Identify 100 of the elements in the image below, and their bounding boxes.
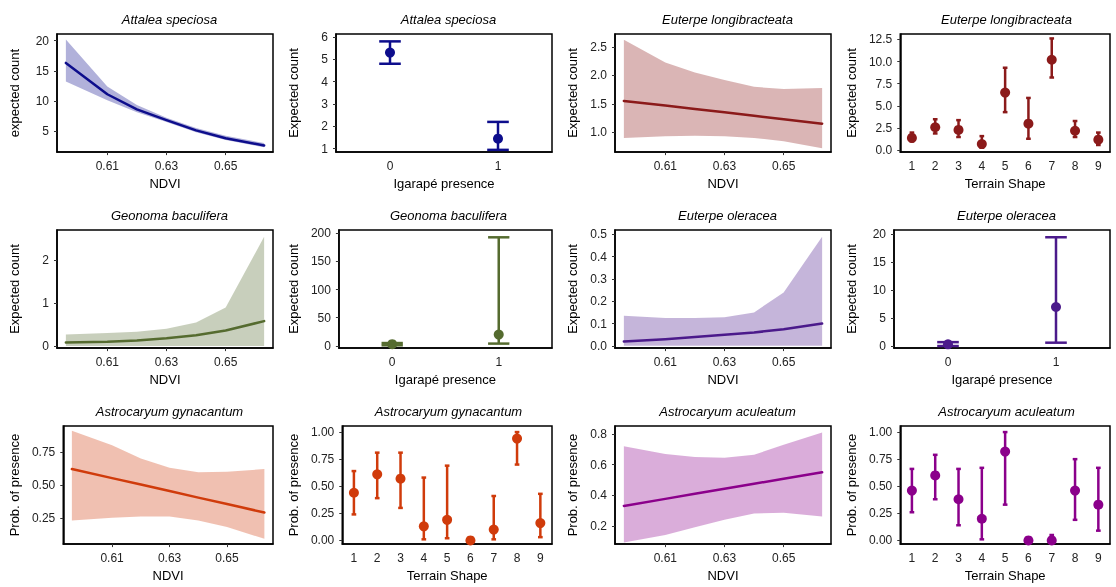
y-tick-label: 0.00 (868, 533, 893, 548)
x-tick-label: 2 (931, 551, 939, 566)
point (953, 124, 964, 135)
x-tick-label: 0.61 (100, 551, 125, 566)
y-tick-label: 0.4 (590, 488, 608, 503)
point (488, 524, 499, 535)
y-tick-label: 1.0 (590, 125, 608, 140)
point (1046, 535, 1057, 546)
y-tick-label: 0.0 (875, 143, 893, 158)
x-tick-label: 0.63 (712, 551, 737, 566)
x-tick-label: 0.65 (213, 355, 238, 370)
point (512, 433, 523, 444)
y-tick-label: 4 (321, 74, 329, 89)
x-tick-label: 8 (513, 551, 521, 566)
x-tick-label: 1 (908, 551, 916, 566)
x-axis-title: Terrain Shape (406, 568, 488, 583)
y-axis-title: Expected count (844, 243, 859, 334)
x-axis-title: NDVI (707, 568, 739, 583)
y-axis-title: Expected count (286, 47, 301, 138)
line-series (64, 319, 266, 344)
y-tick-label: 12.5 (868, 32, 893, 47)
point (1000, 446, 1011, 457)
point (372, 469, 383, 480)
y-tick-label: 0.5 (590, 227, 608, 242)
y-tick-label: 0.3 (590, 272, 608, 287)
x-tick-label: 0 (386, 159, 394, 174)
y-tick-label: 1 (42, 296, 50, 311)
point (1093, 499, 1104, 510)
x-axis-title: NDVI (152, 568, 184, 583)
y-tick-label: 0.25 (31, 510, 56, 525)
point (1070, 485, 1081, 496)
y-tick-label: 2 (321, 119, 329, 134)
x-tick-label: 1 (1052, 355, 1060, 370)
y-tick-label: 2.0 (590, 68, 608, 83)
point (348, 487, 359, 498)
point (1023, 535, 1034, 546)
chart-title: Geonoma baculifera (389, 208, 508, 223)
y-tick-label: 10 (35, 93, 50, 108)
chart-title: Euterpe oleracea (956, 208, 1057, 223)
point (418, 521, 429, 532)
chart-title: Attalea speciosa (399, 12, 497, 27)
x-tick-label: 7 (1048, 159, 1056, 174)
x-tick-label: 0.61 (653, 355, 678, 370)
x-tick-label: 0.65 (213, 159, 238, 174)
y-tick-label: 5.0 (875, 98, 893, 113)
y-tick-label: 0.1 (590, 316, 608, 331)
chart-title: Astrocaryum gynacantum (94, 404, 244, 419)
chart-title: Attalea speciosa (120, 12, 218, 27)
x-axis-title: NDVI (149, 372, 181, 387)
y-tick-label: 0.0 (590, 338, 608, 353)
y-tick-label: 10 (872, 283, 887, 298)
y-axis-title: Prob. of presence (844, 433, 859, 537)
x-tick-label: 5 (443, 551, 451, 566)
x-tick-label: 0.63 (154, 355, 179, 370)
x-tick-label: 1 (908, 159, 916, 174)
y-axis-title: Prob. of presence (7, 433, 22, 537)
point (1000, 87, 1011, 98)
x-tick-label: 0.63 (157, 551, 182, 566)
x-tick-label: 4 (420, 551, 428, 566)
y-tick-label: 2.5 (590, 40, 608, 55)
y-tick-label: 0 (324, 338, 332, 353)
chart-title: Astrocaryum aculeatum (937, 404, 1075, 419)
x-tick-label: 7 (1048, 551, 1056, 566)
chart-title: Euterpe longibracteata (662, 12, 793, 27)
y-tick-label: 0.50 (310, 479, 335, 494)
point (906, 485, 917, 496)
y-tick-label: 2.5 (875, 121, 893, 136)
y-tick-label: 0.00 (310, 533, 335, 548)
x-tick-label: 1 (350, 551, 358, 566)
y-tick-label: 0 (42, 338, 50, 353)
x-tick-label: 2 (373, 551, 381, 566)
y-axis-title: Prob. of presence (286, 433, 301, 537)
x-tick-label: 4 (978, 551, 986, 566)
line-series (622, 322, 824, 343)
y-tick-label: 1.00 (868, 425, 893, 440)
point (465, 535, 476, 546)
y-tick-label: 0.50 (31, 477, 56, 492)
y-tick-label: 2 (42, 253, 50, 268)
line-series (622, 99, 824, 125)
y-tick-label: 0.75 (868, 452, 893, 467)
line-series (622, 471, 824, 508)
y-tick-label: 0.25 (868, 506, 893, 521)
chart-title: Astrocaryum aculeatum (658, 404, 796, 419)
y-axis-title: Expected count (7, 243, 22, 334)
y-tick-label: 0.6 (590, 457, 608, 472)
point (976, 513, 987, 524)
point (930, 470, 941, 481)
y-tick-label: 1.00 (310, 425, 335, 440)
x-tick-label: 2 (931, 159, 939, 174)
y-tick-label: 5 (42, 124, 50, 139)
x-tick-label: 9 (537, 551, 544, 566)
y-tick-label: 7.5 (875, 76, 893, 91)
x-tick-label: 3 (955, 551, 963, 566)
y-tick-label: 0.4 (590, 249, 608, 264)
x-tick-label: 0.61 (95, 355, 120, 370)
point (1046, 54, 1057, 65)
chart-title: Euterpe longibracteata (941, 12, 1072, 27)
y-axis-title: Expected count (565, 243, 580, 334)
y-tick-label: 0.25 (310, 506, 335, 521)
x-tick-label: 0 (388, 355, 396, 370)
